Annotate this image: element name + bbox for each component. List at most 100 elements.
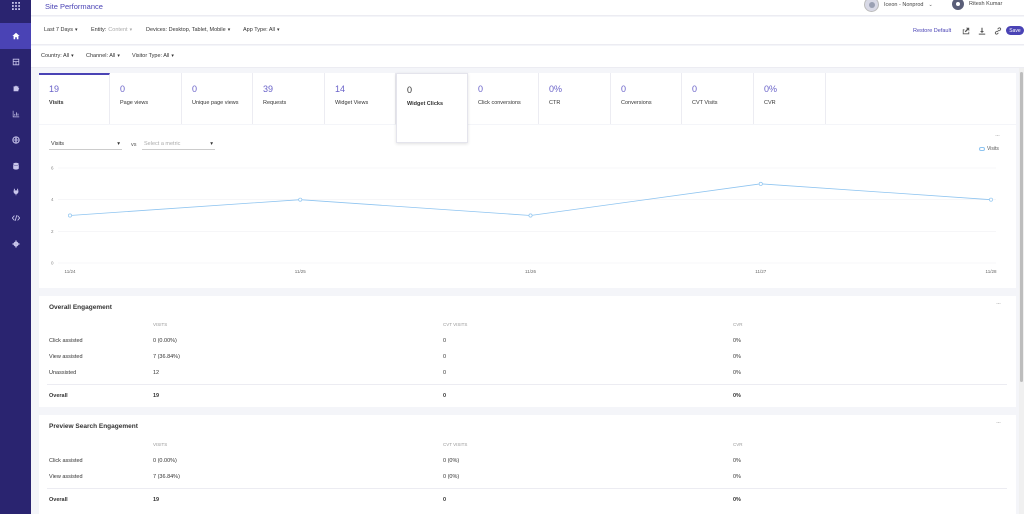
x-tick-label: 11/28: [986, 269, 997, 274]
visits-line-chart: 0 2 4 6 11/24 11/25 11/26 11/27 11/28: [51, 166, 997, 275]
cvr-cell: 0%: [733, 393, 741, 399]
kpi-value: 0: [478, 84, 484, 94]
sidebar: [0, 0, 31, 514]
share-icon[interactable]: [962, 27, 970, 35]
compare-metric-placeholder: Select a metric: [144, 140, 181, 147]
app-type-dropdown[interactable]: App Type: All ▾: [243, 27, 280, 33]
home-icon: [11, 32, 20, 40]
cvr-cell: 0%: [733, 338, 741, 344]
cvr-cell: 0%: [733, 354, 741, 360]
kpi-card-requests[interactable]: 39 Requests: [253, 73, 325, 124]
restore-default-button[interactable]: Restore Default: [913, 28, 952, 34]
sidebar-item-home[interactable]: [0, 23, 31, 49]
puzzle-icon: [13, 85, 19, 92]
visits-cell: 12: [153, 370, 160, 376]
plug-icon: [13, 188, 18, 196]
column-header: CVT VISITS: [443, 442, 468, 447]
cvr-cell: 0%: [733, 370, 741, 376]
row-label: Overall: [49, 393, 68, 399]
channel-dropdown[interactable]: Channel: All ▾: [86, 53, 120, 59]
kpi-card-unique-page-views[interactable]: 0 Unique page views: [182, 73, 253, 124]
visitor-type-dropdown[interactable]: Visitor Type: All ▾: [132, 53, 174, 59]
cvt-visits-cell: 0 (0%): [443, 458, 460, 464]
kpi-card-visits[interactable]: 19 Visits: [39, 73, 110, 124]
user-menu[interactable]: Ritesh Kumar: [952, 0, 1002, 10]
cvt-visits-cell: 0: [443, 370, 447, 376]
kpi-card-ctr[interactable]: 0% CTR: [539, 73, 611, 124]
filter-bar: Last 7 Days ▾ Entity: Content ▾ Devices: D…: [31, 17, 1024, 45]
kpi-card-widget-views[interactable]: 14 Widget Views: [325, 73, 396, 124]
date-range-dropdown[interactable]: Last 7 Days ▾: [44, 27, 78, 33]
sidebar-item-integrations[interactable]: [0, 179, 31, 205]
visits-cell: 19: [153, 497, 160, 503]
caret-down-icon: ▾: [171, 53, 174, 59]
sidebar-item-database[interactable]: [0, 153, 31, 179]
app-type-label: App Type: All: [243, 27, 276, 33]
kpi-value: 0: [692, 84, 698, 94]
row-label: View assisted: [49, 354, 83, 360]
user-name: Ritesh Kumar: [969, 1, 1003, 7]
devices-dropdown[interactable]: Devices: Desktop, Tablet, Mobile ▾: [146, 27, 230, 33]
trend-chart-panel: Visits ▾ vs Select a metric ▾ ··· Visits 0…: [39, 125, 1016, 288]
panel-menu-icon[interactable]: ···: [996, 301, 1001, 307]
kpi-card-conversions[interactable]: 0 Conversions: [611, 73, 682, 124]
kpi-card-widget-clicks[interactable]: 0 Widget Clicks: [396, 73, 468, 143]
panel-title: Overall Engagement: [49, 304, 112, 311]
country-dropdown[interactable]: Country: All ▾: [41, 53, 74, 59]
row-label: View assisted: [49, 474, 83, 480]
chart-legend[interactable]: Visits: [979, 146, 999, 152]
data-point: [758, 181, 763, 186]
caret-down-icon: ▾: [227, 27, 231, 33]
top-header: Site Performance Iceon - Nonprod ⌄ Rites…: [31, 0, 1024, 16]
row-label: Click assisted: [49, 458, 83, 464]
link-icon[interactable]: [994, 27, 1002, 35]
divider: [47, 384, 1007, 385]
sidebar-item-code[interactable]: [0, 205, 31, 231]
globe-icon: [11, 136, 20, 144]
compare-metric-select[interactable]: Select a metric ▾: [142, 138, 215, 150]
sidebar-item-global[interactable]: [0, 127, 31, 153]
kpi-strip: 19 Visits 0 Page views 0 Unique page vie…: [39, 73, 1016, 143]
chart-menu-icon[interactable]: ···: [995, 133, 1000, 139]
kpi-card-cvr[interactable]: 0% CVR: [754, 73, 826, 124]
sidebar-item-dashboard[interactable]: [0, 49, 31, 75]
date-range-label: Last 7 Days: [44, 27, 74, 33]
overall-engagement-panel: Overall Engagement ··· VISITS CVT VISITS…: [39, 296, 1016, 407]
page-scrollbar[interactable]: [1019, 68, 1024, 514]
caret-down-icon: ▾: [117, 53, 120, 59]
sidebar-item-plugins[interactable]: [0, 75, 31, 101]
kpi-label: Requests: [263, 100, 287, 106]
scrollbar-thumb[interactable]: [1020, 72, 1023, 382]
legend-label: Visits: [987, 146, 999, 152]
sidebar-item-settings[interactable]: [0, 231, 31, 257]
entity-dropdown[interactable]: Entity: Content ▾: [91, 27, 132, 33]
kpi-label: Widget Views: [335, 100, 369, 106]
visits-cell: 0 (0.00%): [153, 458, 177, 464]
visits-cell: 7 (36.84%): [153, 474, 180, 480]
metric-select[interactable]: Visits ▾: [49, 138, 122, 150]
apps-grid-icon[interactable]: [0, 0, 31, 12]
kpi-label: Unique page views: [192, 100, 239, 106]
visits-cell: 19: [153, 393, 160, 399]
channel-label: Channel: All: [86, 53, 116, 59]
panel-menu-icon[interactable]: ···: [996, 420, 1001, 426]
kpi-card-page-views[interactable]: 0 Page views: [110, 73, 182, 124]
account-switcher[interactable]: Iceon - Nonprod ⌄: [864, 0, 933, 12]
sidebar-item-analytics[interactable]: [0, 101, 31, 127]
x-tick-label: 11/27: [755, 269, 766, 274]
caret-down-icon: ▾: [75, 27, 78, 33]
panel-title: Preview Search Engagement: [49, 423, 138, 430]
kpi-label: CVR: [764, 100, 776, 106]
download-icon[interactable]: [978, 27, 986, 35]
kpi-card-click-conversions[interactable]: 0 Click conversions: [468, 73, 539, 124]
kpi-card-cvt-visits[interactable]: 0 CVT Visits: [682, 73, 754, 124]
kpi-value: 19: [49, 84, 60, 94]
save-button[interactable]: Save: [1006, 26, 1024, 35]
cvt-visits-cell: 0: [443, 338, 447, 344]
kpi-value: 39: [263, 84, 274, 94]
kpi-label: CVT Visits: [692, 100, 718, 106]
metric-select-value: Visits: [51, 140, 65, 147]
kpi-label: Widget Clicks: [407, 101, 444, 107]
entity-value: Content: [108, 27, 128, 33]
divider: [47, 488, 1007, 489]
